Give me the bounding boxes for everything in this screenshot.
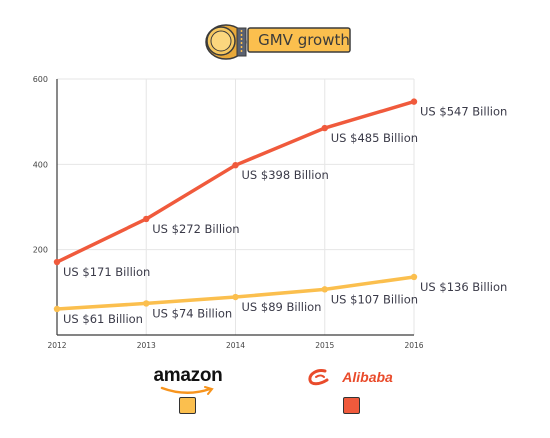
point-amazon-2014: [232, 293, 239, 301]
legend-alibaba: Alibaba: [300, 366, 400, 387]
point-amazon-2015: [321, 286, 328, 293]
point-alibaba-2016: [410, 98, 418, 105]
data-labels-layer: US $171 Billion US $272 Billion US $398 Bi…: [63, 105, 507, 326]
data-label-alibaba-2016: US $547 Billion: [420, 105, 507, 119]
point-amazon-2016: [410, 273, 418, 281]
point-amazon-2012: [53, 305, 61, 313]
x-tick-label-2013: 2013: [137, 341, 156, 350]
x-tick-label-2012: 2012: [47, 341, 66, 350]
point-alibaba-2014: [232, 161, 239, 169]
data-label-amazon-2016: US $136 Billion: [420, 280, 507, 294]
alibaba-logo-icon: [308, 368, 329, 385]
amazon-smile-icon: [160, 386, 214, 395]
coins-icon: [205, 24, 247, 60]
amazon-logo: amazon: [153, 365, 223, 386]
point-alibaba-2015: [321, 124, 328, 132]
data-label-alibaba-2012: US $171 Billion: [63, 265, 150, 279]
legend-swatch-alibaba: [343, 397, 360, 414]
y-tick-label-200: 200: [33, 246, 48, 255]
data-label-amazon-2013: US $74 Billion: [152, 306, 232, 320]
point-amazon-2013: [143, 300, 150, 307]
legend-swatch-amazon: [179, 397, 196, 414]
point-alibaba-2012: [53, 258, 61, 266]
x-tick-label-2014: 2014: [226, 341, 245, 350]
axes: 200 400 600 2012 2013 2014 2015 2016: [33, 75, 424, 350]
y-tick-label-400: 400: [33, 160, 48, 169]
series-layer: [53, 98, 418, 313]
data-label-alibaba-2013: US $272 Billion: [152, 222, 239, 236]
data-label-amazon-2015: US $107 Billion: [331, 292, 418, 306]
data-label-amazon-2012: US $61 Billion: [63, 312, 143, 326]
chart-title: GMV growth: [258, 31, 350, 49]
data-label-alibaba-2015: US $485 Billion: [331, 131, 418, 145]
data-label-amazon-2014: US $89 Billion: [242, 300, 322, 314]
y-tick-label-600: 600: [33, 75, 48, 84]
legend-amazon: amazon: [150, 366, 226, 395]
alibaba-logo: Alibaba: [342, 368, 393, 385]
point-alibaba-2013: [143, 215, 150, 223]
title-badge: [205, 24, 351, 60]
x-tick-label-2016: 2016: [404, 341, 423, 350]
data-label-alibaba-2014: US $398 Billion: [242, 168, 329, 182]
x-tick-label-2015: 2015: [315, 341, 334, 350]
